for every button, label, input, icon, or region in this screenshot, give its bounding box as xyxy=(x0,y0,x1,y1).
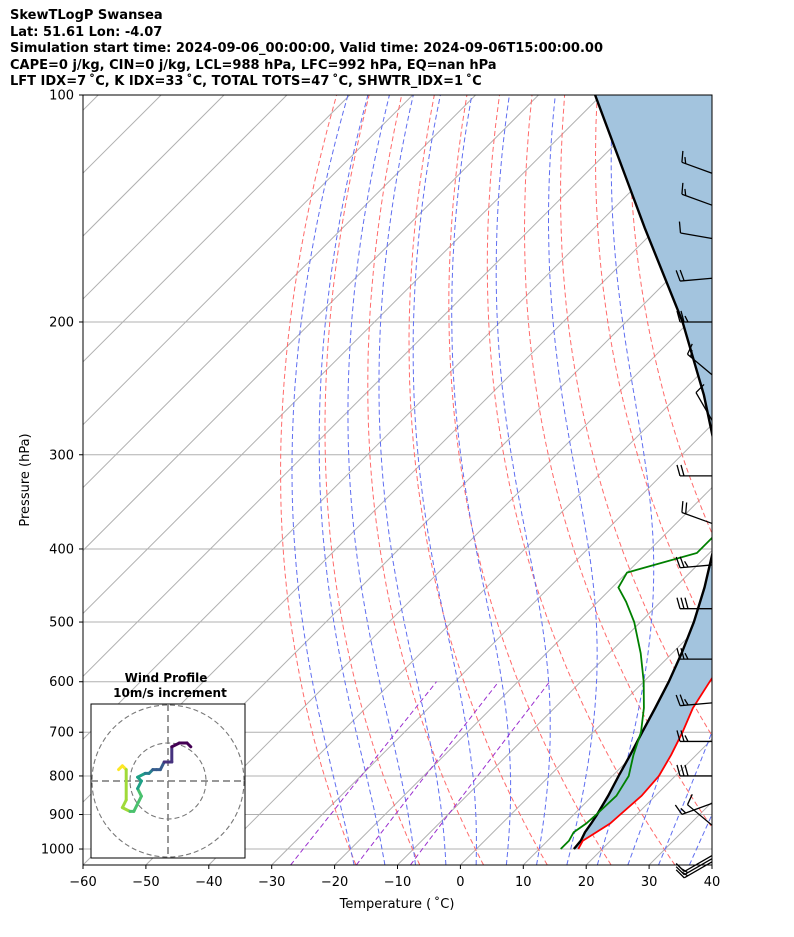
moist-adiabat-line xyxy=(596,95,655,865)
wind-barb xyxy=(681,501,713,525)
x-tick-label: 0 xyxy=(456,875,464,890)
dry-adiabat-line xyxy=(448,95,612,865)
wind-barb xyxy=(676,764,712,777)
moist-adiabat-line xyxy=(627,95,712,865)
x-axis-label: Temperature ( ˚C) xyxy=(339,896,455,912)
x-tick-label: 20 xyxy=(578,875,595,890)
y-tick-label: 400 xyxy=(49,542,74,557)
indices-text-1: CAPE=0 j/kg, CIN=0 j/kg, LCL=988 hPa, LF… xyxy=(10,57,497,73)
x-tick-label: 30 xyxy=(641,875,658,890)
wind-barb xyxy=(695,383,713,421)
time-text: Simulation start time: 2024-09-06_00:00:… xyxy=(10,41,603,56)
hodograph-segment xyxy=(132,794,143,813)
isotherm-line xyxy=(83,95,414,426)
mixing-ratio-line xyxy=(290,681,437,865)
moist-adiabat-line xyxy=(347,95,416,865)
wind-barb xyxy=(676,597,712,610)
moist-adiabat-line xyxy=(318,95,386,865)
moist-adiabat-line xyxy=(451,95,512,865)
hodograph-segment xyxy=(185,741,193,749)
dry-adiabat-line xyxy=(408,95,548,865)
indices-text-2: LFT IDX=7 ˚C, K IDX=33 ˚C, TOTAL TOTS=47… xyxy=(10,74,482,89)
dry-adiabat-line xyxy=(760,95,794,865)
isotherm-line xyxy=(83,95,539,552)
y-tick-label: 500 xyxy=(49,616,74,631)
x-tick-label: −50 xyxy=(132,875,159,890)
y-axis-label: Pressure (hPa) xyxy=(18,433,33,526)
wind-barb xyxy=(674,802,713,815)
isotherm-line xyxy=(83,95,476,489)
dry-adiabat-line xyxy=(523,95,712,829)
isotherm-line xyxy=(83,95,665,678)
dry-adiabat-line xyxy=(728,95,794,865)
chart-header: SkewTLogP Swansea Lat: 51.61 Lon: -4.07 … xyxy=(10,8,603,91)
y-tick-label: 100 xyxy=(49,89,74,104)
dry-adiabat-line xyxy=(324,95,421,865)
isotherm-line xyxy=(397,549,712,865)
wind-barb xyxy=(675,694,713,707)
isotherm-line xyxy=(145,298,712,865)
hodograph-subtitle: 10m/s increment xyxy=(113,686,227,700)
moist-adiabat-line xyxy=(495,95,551,865)
isotherm-line xyxy=(271,423,712,865)
y-tick-label: 200 xyxy=(49,315,74,330)
mixing-ratio-line xyxy=(409,681,550,865)
wind-barb xyxy=(676,730,712,743)
isotherm-line xyxy=(460,612,712,865)
wind-barb xyxy=(676,464,712,477)
isotherm-line xyxy=(83,109,712,740)
temperature-line xyxy=(577,676,712,850)
wind-barb xyxy=(675,556,713,569)
dewpoint-line xyxy=(560,536,712,850)
moist-adiabat-line xyxy=(291,95,355,865)
cape-cin-shading xyxy=(573,95,712,849)
isotherm-line xyxy=(83,95,351,363)
x-tick-label: 10 xyxy=(515,875,532,890)
isotherm-line xyxy=(208,361,712,865)
wind-barb xyxy=(675,269,713,282)
isotherm-line xyxy=(83,95,225,237)
y-tick-label: 900 xyxy=(49,808,74,823)
x-tick-label: −30 xyxy=(258,875,285,890)
wind-barb xyxy=(681,182,713,206)
x-tick-label: −60 xyxy=(69,875,96,890)
y-tick-label: 800 xyxy=(49,769,74,784)
wind-barb xyxy=(686,343,713,376)
moist-adiabat-line xyxy=(412,95,477,865)
moist-adiabat-line xyxy=(548,95,598,865)
isotherm-line xyxy=(83,95,602,615)
x-tick-label: −40 xyxy=(195,875,222,890)
wind-barb xyxy=(678,221,713,240)
hodograph-ring xyxy=(91,704,245,858)
wind-barb xyxy=(675,854,713,873)
isotherm-line xyxy=(711,864,712,865)
wind-barb xyxy=(676,310,712,323)
x-tick-label: −20 xyxy=(321,875,348,890)
x-tick-label: −10 xyxy=(384,875,411,890)
mixing-ratio-line xyxy=(355,681,499,865)
dry-adiabat-line xyxy=(280,95,357,865)
isotherm-line xyxy=(83,95,288,300)
y-tick-label: 700 xyxy=(49,726,74,741)
dry-adiabat-line xyxy=(367,95,485,865)
y-tick-label: 1000 xyxy=(41,843,74,858)
moist-adiabat-line xyxy=(378,95,447,865)
dry-adiabat-line xyxy=(486,95,676,865)
parcel-path-line xyxy=(572,95,712,850)
isotherm-line xyxy=(775,95,794,865)
dry-adiabat-line xyxy=(594,95,712,640)
location-text: Lat: 51.61 Lon: -4.07 xyxy=(10,24,163,40)
chart-title: SkewTLogP Swansea xyxy=(10,8,163,23)
wind-barb xyxy=(681,150,713,174)
isotherm-line xyxy=(334,486,712,865)
moist-adiabat-line xyxy=(720,95,794,865)
wind-barb xyxy=(686,794,713,826)
x-tick-label: 40 xyxy=(704,875,721,890)
y-tick-label: 300 xyxy=(49,448,74,463)
wind-barb xyxy=(676,647,712,660)
y-tick-label: 600 xyxy=(49,675,74,690)
hodograph-title: Wind Profile xyxy=(125,671,208,685)
